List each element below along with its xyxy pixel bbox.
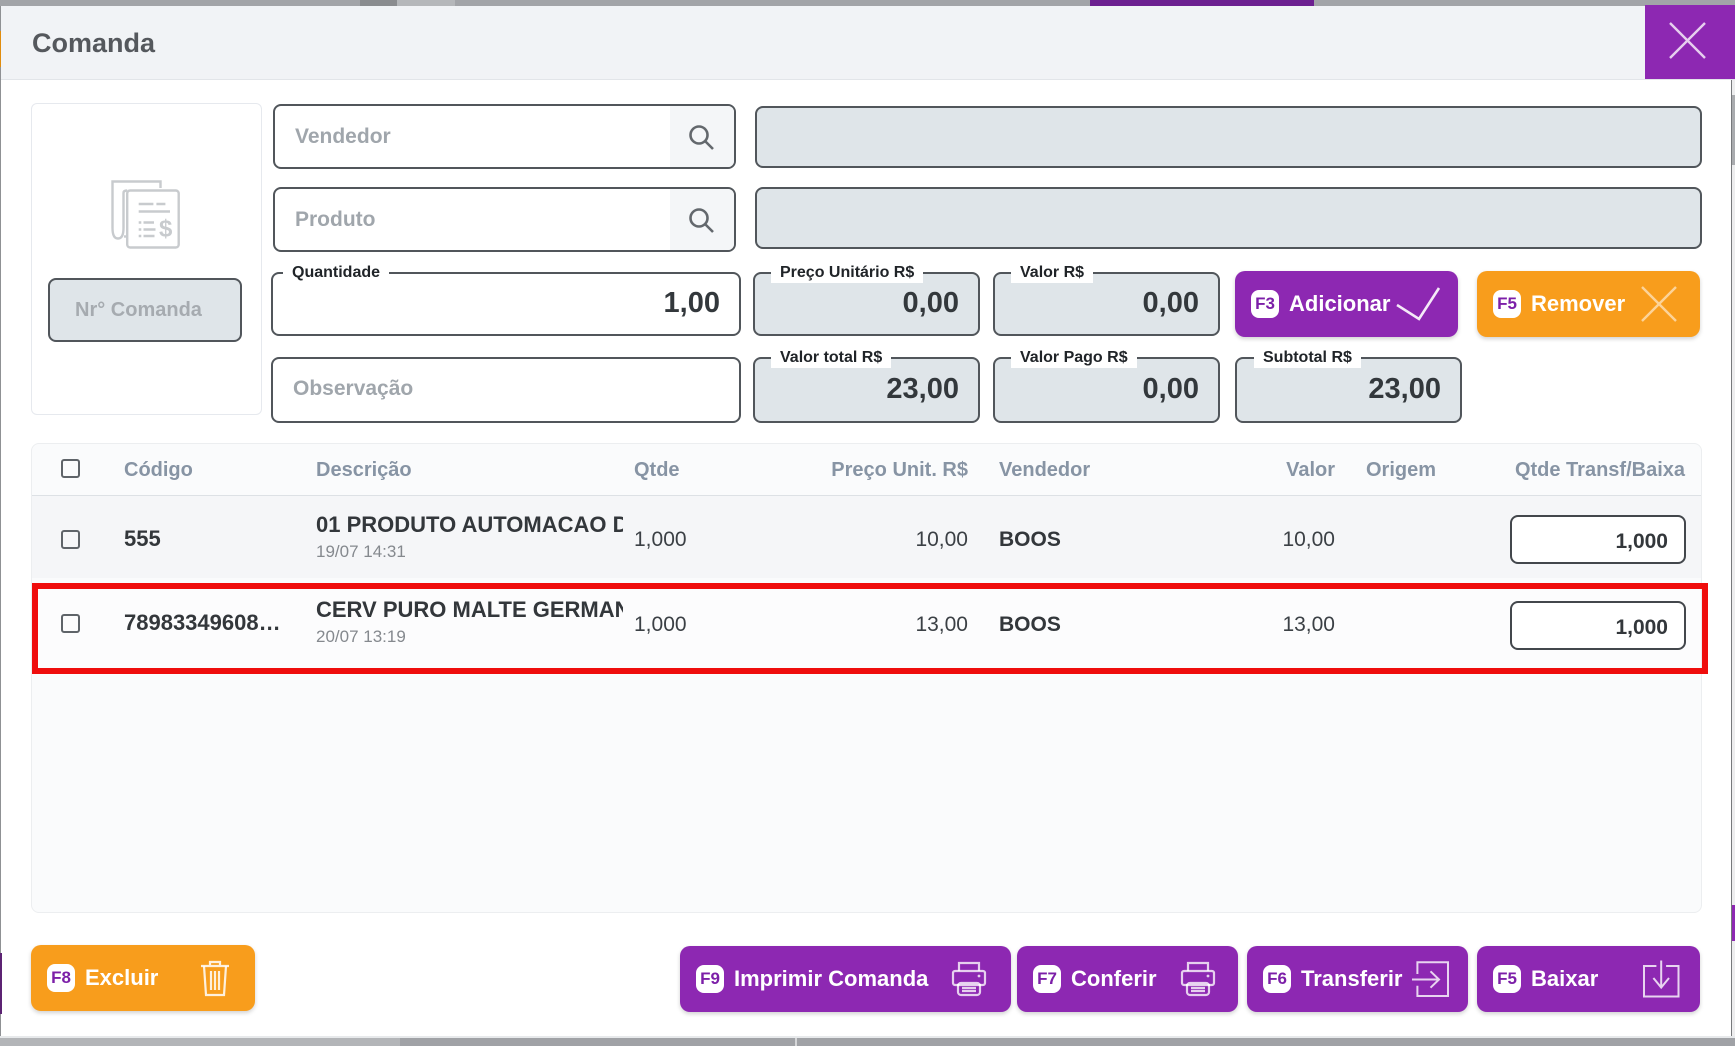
svg-text:$: $ [159, 216, 173, 243]
